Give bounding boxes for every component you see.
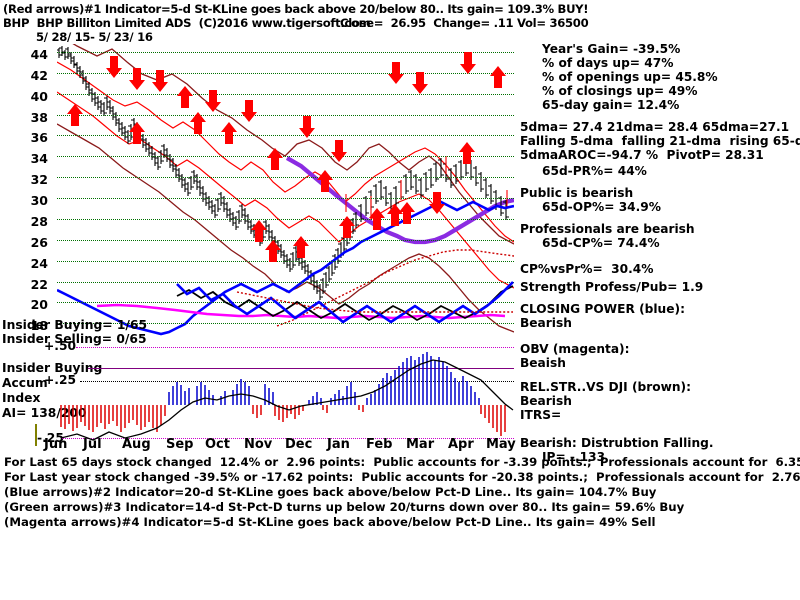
closing-power-title: CLOSING POWER (blue): [520, 302, 685, 316]
y-tick-34: 34 [30, 151, 48, 166]
pct-openings-up-row: % of openings up= 45.8% [542, 70, 718, 84]
obv-closing-power-panel [96, 281, 514, 324]
red-arrow-up [67, 66, 506, 262]
insider-selling-label: Insider Selling= 0/65 [2, 332, 147, 346]
footer-line-5: (Magenta arrows)#4 Indicator=5-d St-KLin… [4, 515, 656, 529]
scale-minus-25: -.25 [37, 431, 64, 445]
accum-title-line3: Index [2, 391, 41, 405]
month-label-feb: Feb [366, 437, 393, 452]
scale-plus-50: +.50 [44, 339, 77, 353]
dma-trend-row: Falling 5-dma falling 21-dma rising 65-d… [520, 134, 800, 148]
price-chart-plot [57, 44, 514, 336]
month-label-apr: Apr [448, 437, 474, 452]
y-tick-26: 26 [30, 235, 48, 250]
insider-buying-label: Insider Buying= 1/65 [2, 318, 148, 332]
month-label-oct: Oct [205, 437, 230, 452]
month-label-sep: Sep [166, 437, 194, 452]
y-tick-32: 32 [30, 172, 48, 187]
pct-days-up-row: % of days up= 47% [542, 56, 674, 70]
y-tick-44: 44 [30, 47, 48, 62]
professionals-state-row: Professionals are bearish [520, 222, 695, 236]
accum-bars-negative [60, 405, 506, 436]
month-label-jan: Jan [327, 437, 350, 452]
obv-value: Beaish [520, 356, 566, 370]
ip-row: IP= -.133 [542, 450, 606, 464]
date-range-label: 5/ 28/ 15- 5/ 23/ 16 [36, 30, 153, 44]
aroc-pivot-row: 5dmaAROC=-94.7 % PivotP= 28.31 [520, 148, 764, 162]
accum-smoothing-line [60, 359, 514, 441]
red-arrow-down [106, 52, 476, 214]
month-label-jul: Jul [83, 437, 102, 452]
y-tick-36: 36 [30, 130, 48, 145]
accum-bars-positive [168, 352, 480, 405]
footer-line-4: (Green arrows)#3 Indicator=14-d St-Pct-D… [4, 500, 685, 514]
y-tick-40: 40 [30, 89, 48, 104]
y-tick-38: 38 [30, 110, 48, 125]
pr65-row: 65d-PR%= 44% [542, 164, 647, 178]
dma-values-row: 5dma= 27.4 21dma= 28.4 65dma=27.1 [520, 120, 790, 134]
indicator-headline: (Red arrows)#1 Indicator=5-d St-KLine go… [3, 2, 589, 16]
itrs-row: ITRS= [520, 408, 562, 422]
scale-plus-25: +.25 [44, 373, 77, 387]
scale-line-plus-25 [80, 381, 514, 382]
accumulation-index-panel [60, 352, 514, 441]
pct-closings-up-row: % of closings up= 49% [542, 84, 698, 98]
y-tick-20: 20 [30, 297, 48, 312]
month-label-dec: Dec [285, 437, 313, 452]
month-label-jun: Jun [44, 437, 68, 452]
ticker-company-line: BHP BHP Billiton Limited ADS (C)2016 www… [3, 16, 371, 30]
y-tick-28: 28 [30, 214, 48, 229]
distribution-row: Bearish: Distrubtion Falling. [520, 436, 714, 450]
strength-prof-pub-row: Strength Profess/Pub= 1.9 [520, 280, 704, 294]
closing-power-tail [176, 281, 514, 324]
relstr-dotted-line [276, 249, 514, 327]
years-gain-row: Year's Gain= -39.5% [542, 42, 681, 56]
relstr-title: REL.STR..VS DJI (brown): [520, 380, 692, 394]
month-label-may: May [486, 437, 516, 452]
y-tick-22: 22 [30, 277, 48, 292]
footer-line-2: For Last year stock changed -39.5% or -1… [4, 470, 800, 484]
obv-title: OBV (magenta): [520, 342, 630, 356]
op65-row: 65d-OP%= 34.9% [542, 200, 661, 214]
obv-line [96, 303, 506, 320]
footer-line-1: For Last 65 days stock changed 12.4% or … [4, 455, 800, 469]
quote-line: Close= 26.95 Change= .11 Vol= 36500 [340, 16, 589, 30]
y-tick-42: 42 [30, 68, 48, 83]
month-label-mar: Mar [406, 437, 435, 452]
closing-power-value: Bearish [520, 316, 572, 330]
gain-65day-row: 65-day gain= 12.4% [542, 98, 680, 112]
accum-title-line2: Accum [2, 376, 48, 390]
stats-panel: Year's Gain= -39.5% % of days up= 47% % … [520, 42, 800, 464]
relstr-value: Bearish [520, 394, 572, 408]
footer-line-3: (Blue arrows)#2 Indicator=20-d St-KLine … [4, 485, 657, 499]
relstr-black-line [176, 285, 514, 322]
relstr-dotted-tail [236, 291, 513, 313]
month-label-nov: Nov [244, 437, 273, 452]
cp65-row: 65d-CP%= 74.4% [542, 236, 660, 250]
scale-line-minus-25 [62, 438, 514, 439]
y-tick-30: 30 [30, 193, 48, 208]
scale-line-plus-50 [76, 347, 514, 348]
y-tick-18: 18 [30, 318, 48, 333]
red-arrows-overlay [67, 52, 506, 262]
panel-divider-line [88, 368, 514, 369]
axis-tick-mark [35, 424, 37, 446]
cp-vs-pr-row: CP%vsPr%= 30.4% [520, 262, 654, 276]
public-state-row: Public is bearish [520, 186, 634, 200]
month-label-aug: Aug [122, 437, 151, 452]
lower-band-outer [57, 123, 514, 333]
accum-title-line1: Insider Buying [2, 361, 103, 375]
y-tick-24: 24 [30, 256, 48, 271]
